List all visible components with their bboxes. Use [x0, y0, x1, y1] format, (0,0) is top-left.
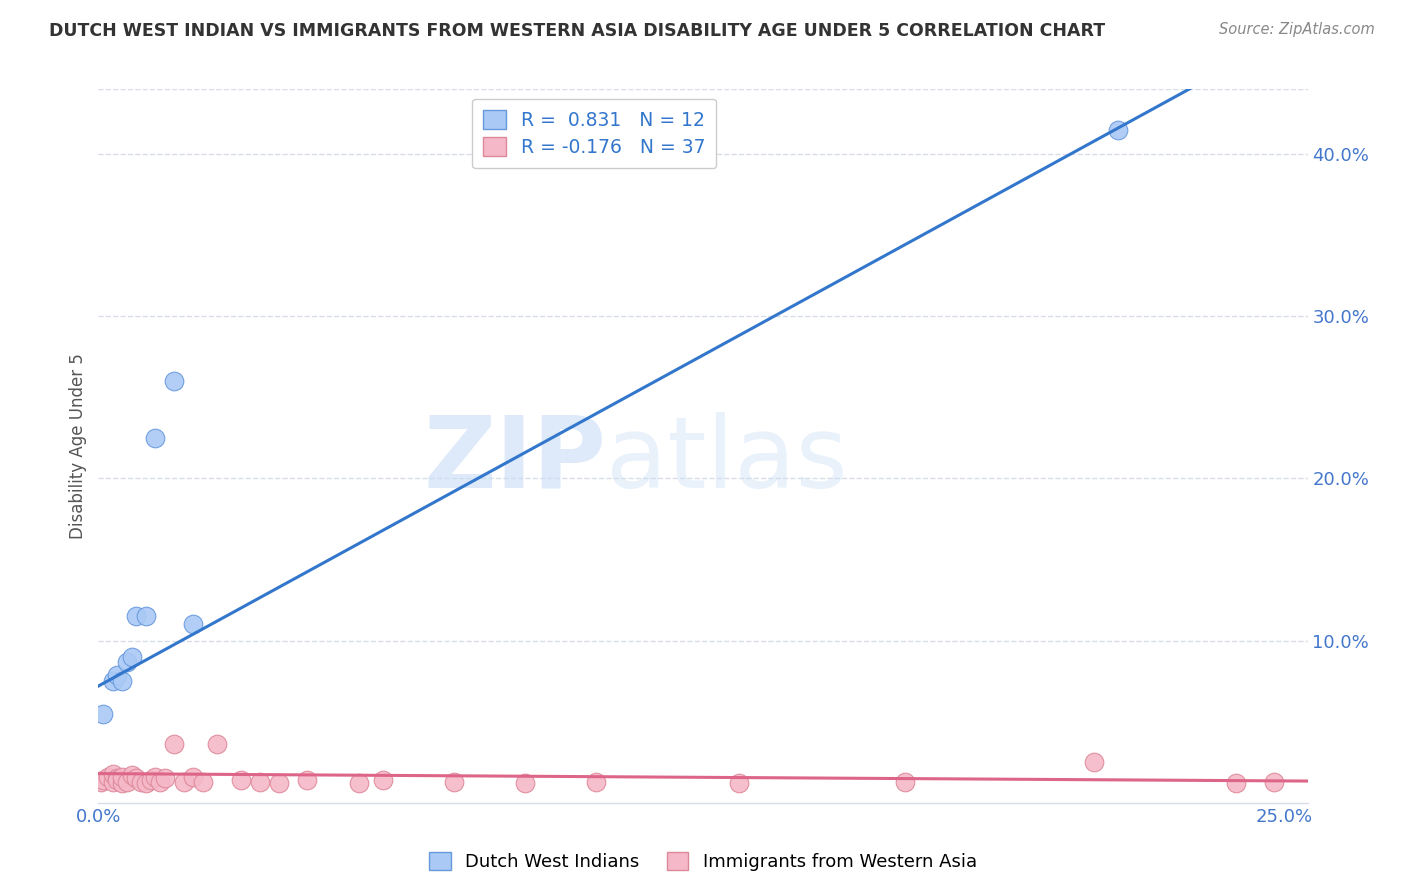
- Point: [111, 776, 134, 790]
- Point: [115, 774, 138, 789]
- Text: Source: ZipAtlas.com: Source: ZipAtlas.com: [1219, 22, 1375, 37]
- Point: [115, 655, 138, 669]
- Legend: R =  0.831   N = 12, R = -0.176   N = 37: R = 0.831 N = 12, R = -0.176 N = 37: [472, 99, 717, 169]
- Point: [101, 766, 124, 780]
- Point: [149, 774, 172, 789]
- Point: [101, 674, 124, 689]
- Point: [143, 431, 166, 445]
- Point: [91, 706, 114, 721]
- Point: [135, 609, 157, 624]
- Point: [229, 773, 252, 788]
- Point: [105, 667, 128, 681]
- Point: [91, 773, 114, 788]
- Point: [371, 773, 394, 788]
- Legend: Dutch West Indians, Immigrants from Western Asia: Dutch West Indians, Immigrants from West…: [422, 845, 984, 879]
- Point: [163, 738, 186, 752]
- Point: [443, 774, 465, 789]
- Point: [90, 774, 112, 789]
- Point: [205, 738, 228, 752]
- Point: [105, 773, 128, 788]
- Point: [893, 774, 915, 789]
- Point: [347, 776, 370, 790]
- Point: [191, 774, 214, 789]
- Point: [153, 772, 176, 786]
- Point: [129, 774, 152, 789]
- Point: [267, 776, 290, 790]
- Point: [105, 772, 128, 786]
- Point: [101, 774, 124, 789]
- Text: ZIP: ZIP: [423, 412, 606, 508]
- Point: [163, 374, 186, 388]
- Point: [173, 774, 195, 789]
- Point: [125, 772, 148, 786]
- Point: [135, 776, 157, 790]
- Point: [181, 617, 204, 632]
- Point: [585, 774, 607, 789]
- Point: [727, 776, 749, 790]
- Point: [181, 770, 204, 784]
- Point: [1107, 122, 1129, 136]
- Point: [121, 768, 143, 782]
- Point: [125, 609, 148, 624]
- Point: [139, 773, 162, 788]
- Y-axis label: Disability Age Under 5: Disability Age Under 5: [69, 353, 87, 539]
- Point: [111, 674, 134, 689]
- Point: [1225, 776, 1247, 790]
- Point: [111, 770, 134, 784]
- Text: DUTCH WEST INDIAN VS IMMIGRANTS FROM WESTERN ASIA DISABILITY AGE UNDER 5 CORRELA: DUTCH WEST INDIAN VS IMMIGRANTS FROM WES…: [49, 22, 1105, 40]
- Point: [249, 774, 271, 789]
- Point: [515, 776, 537, 790]
- Text: atlas: atlas: [606, 412, 848, 508]
- Point: [1263, 774, 1285, 789]
- Point: [143, 770, 166, 784]
- Point: [121, 649, 143, 664]
- Point: [1083, 756, 1105, 770]
- Point: [97, 770, 120, 784]
- Point: [295, 773, 318, 788]
